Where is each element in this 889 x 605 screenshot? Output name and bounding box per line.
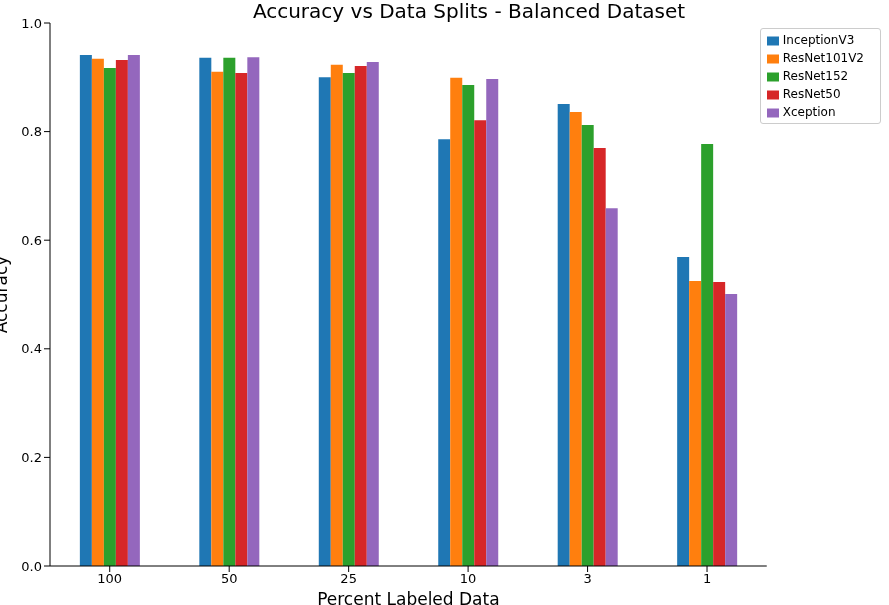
svg-text:1.0: 1.0 [21, 16, 42, 31]
svg-text:1: 1 [703, 571, 711, 586]
svg-text:25: 25 [340, 571, 357, 586]
svg-text:0.0: 0.0 [21, 559, 42, 574]
svg-text:Percent Labeled Data: Percent Labeled Data [317, 589, 499, 605]
html-text:ResNet50: ResNet50 [782, 87, 841, 101]
svg-text:10: 10 [460, 571, 477, 586]
svg-text:50: 50 [221, 571, 238, 586]
svg-text:0.2: 0.2 [21, 450, 42, 465]
svg-text:0.6: 0.6 [21, 233, 42, 248]
svg-text:0.8: 0.8 [21, 124, 42, 139]
html-text:Accuracy vs Data Splits - Bala: Accuracy vs Data Splits - Balanced Datas… [252, 0, 686, 23]
svg-text:3: 3 [583, 571, 591, 586]
html-text:ResNet101V2: ResNet101V2 [782, 51, 864, 65]
svg-text:100: 100 [97, 571, 122, 586]
html-text:Xception: Xception [782, 105, 836, 119]
html-text:InceptionV3: InceptionV3 [782, 33, 855, 47]
html-text:ResNet152: ResNet152 [782, 69, 849, 83]
svg-text:0.4: 0.4 [21, 341, 42, 356]
svg-text:Accuracy: Accuracy [8, 256, 11, 334]
